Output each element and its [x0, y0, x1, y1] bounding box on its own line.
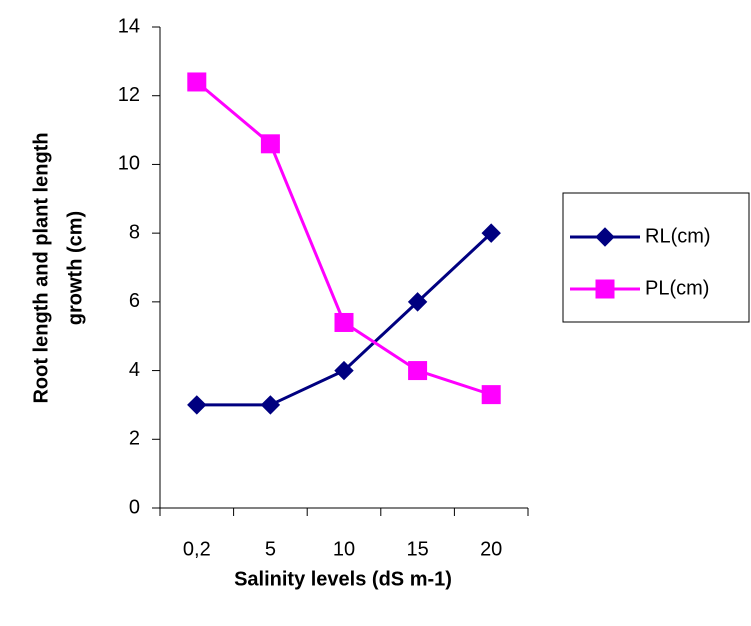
marker: [408, 361, 428, 381]
x-tick-label: 15: [406, 538, 428, 560]
y-tick-label: 4: [129, 359, 140, 381]
series-line: [195, 80, 492, 397]
y-tick-label: 6: [129, 290, 140, 312]
y-axis-label: growth (cm): [64, 211, 86, 325]
y-tick-label: 8: [129, 221, 140, 243]
x-tick-label: 5: [265, 538, 276, 560]
y-tick-label: 10: [118, 153, 140, 175]
legend-label: RL(cm): [645, 225, 711, 247]
marker: [481, 223, 501, 243]
y-tick-label: 0: [129, 496, 140, 518]
y-tick-label: 14: [118, 15, 140, 37]
marker: [481, 385, 501, 405]
marker: [595, 227, 615, 247]
x-tick-label: 10: [333, 538, 355, 560]
legend-label: PL(cm): [645, 277, 709, 299]
y-tick-label: 2: [129, 428, 140, 450]
legend-box: [562, 192, 750, 323]
marker: [334, 312, 354, 332]
y-tick-label: 12: [118, 84, 140, 106]
marker: [187, 72, 207, 92]
x-axis-label: Salinity levels (dS m-1): [234, 568, 452, 590]
marker: [407, 292, 428, 312]
marker: [334, 360, 354, 381]
y-axis-label: Root length and plant length: [30, 132, 52, 403]
marker: [260, 134, 280, 154]
marker: [187, 395, 207, 415]
x-tick-label: 20: [480, 538, 502, 560]
x-tick-label: 0,2: [183, 538, 211, 560]
marker: [260, 395, 281, 415]
marker: [595, 279, 615, 299]
